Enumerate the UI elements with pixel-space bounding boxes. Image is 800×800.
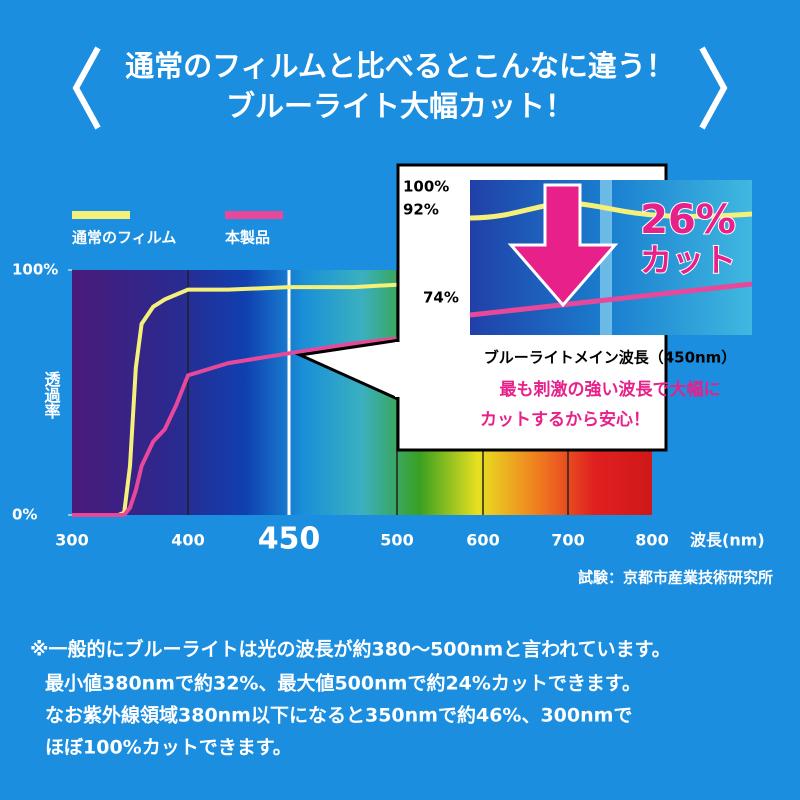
- x-tick-label: 500: [380, 531, 413, 550]
- cut-word: カット: [640, 241, 736, 279]
- plot: 300 400 450 500 600 700 800 0% 100%: [12, 261, 669, 557]
- inset-line: [469, 281, 753, 318]
- x-tick-label: 700: [551, 531, 584, 550]
- x-tick-label: 400: [171, 531, 204, 550]
- title: ブルーライト大幅カット！: [226, 89, 574, 123]
- x-axis-label: 波長(nm): [690, 531, 765, 550]
- footnote: なお紫外線領域380nm以下になると350nmで約46%、300nmで: [45, 704, 632, 727]
- y-tick-label: 0%: [12, 506, 37, 524]
- title: 通常のフィルムと比べるとこんなに違う！: [125, 49, 675, 83]
- pointer-join: [395, 342, 403, 397]
- y-axis-label: 透過率: [42, 371, 62, 420]
- inset-label: 100%: [403, 178, 449, 196]
- x-tick-label: 450: [258, 522, 321, 557]
- inset-label: 74%: [423, 289, 459, 307]
- message: 最も刺激の強い波長で大幅に: [500, 379, 721, 400]
- cut-percent: 26%: [640, 197, 736, 243]
- message: カットするから安心！: [480, 409, 650, 430]
- inset-line: [469, 200, 753, 221]
- y-tick-label: 100%: [12, 261, 58, 279]
- source: 試験：京都市産業技術研究所: [578, 569, 773, 587]
- bracket: [699, 46, 728, 130]
- footnote: 最小値380nmで約32%、最大値500nmで約24%カットできます。: [45, 672, 641, 695]
- wavelength-label: ブルーライトメイン波長（450nm）: [484, 349, 737, 367]
- footnote: ほぼ100%カットできます。: [45, 737, 292, 759]
- legend-label: 通常のフィルム: [72, 229, 176, 247]
- arrow: [507, 183, 619, 308]
- inset: 100% 92% 74% 26% カット ブルーライトメイン波長（450nm） …: [294, 163, 753, 452]
- footnote: ※一般的にブルーライトは光の波長が約380〜500nmと言われています。: [30, 638, 671, 661]
- x-tick-label: 600: [466, 531, 499, 550]
- x-tick-label: 300: [55, 531, 88, 550]
- inset-label: 92%: [403, 201, 439, 219]
- legend-label: 本製品: [225, 229, 270, 247]
- bracket: [72, 46, 101, 130]
- x-tick-label: 800: [635, 531, 668, 550]
